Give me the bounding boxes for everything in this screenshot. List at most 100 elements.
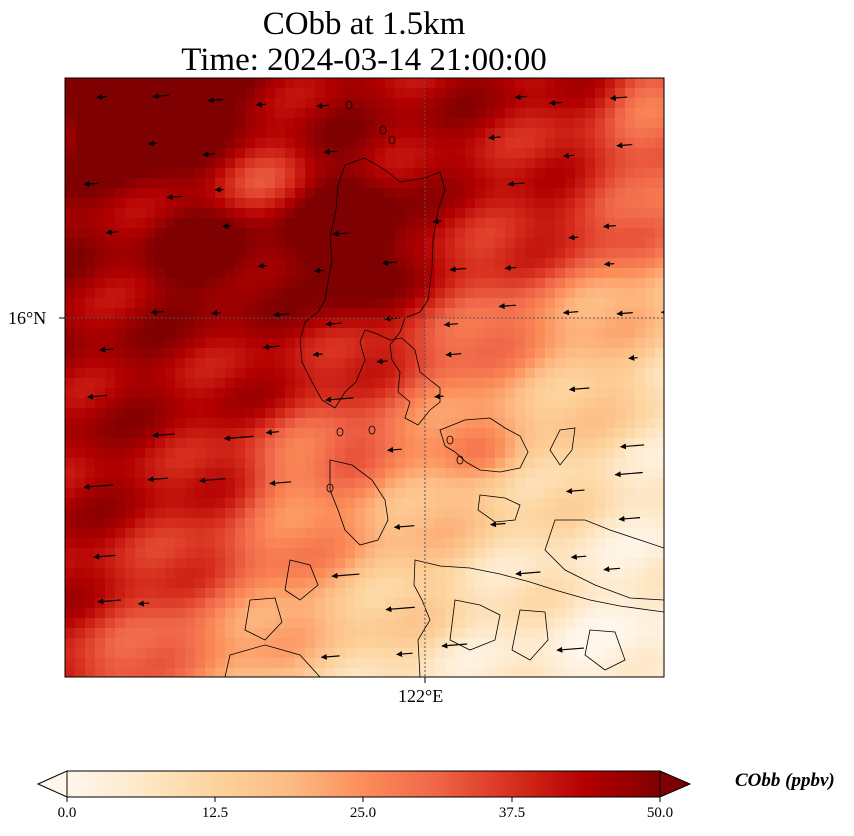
- field-cell: [615, 228, 626, 239]
- field-cell: [405, 198, 416, 209]
- field-cell: [335, 238, 346, 249]
- field-cell: [205, 128, 216, 139]
- field-cell: [245, 118, 256, 129]
- field-cell: [165, 498, 176, 509]
- field-cell: [405, 118, 416, 129]
- island-outline: [446, 435, 454, 445]
- field-cell: [465, 288, 476, 299]
- wind-arrow: [152, 93, 169, 100]
- field-cell: [205, 488, 216, 499]
- field-cell: [75, 158, 86, 169]
- field-cell: [225, 468, 236, 479]
- field-cell: [405, 78, 416, 89]
- field-cell: [515, 398, 526, 409]
- field-cell: [125, 458, 136, 469]
- field-cell: [195, 408, 206, 419]
- field-cell: [215, 588, 226, 599]
- field-cell: [485, 478, 496, 489]
- colorbar-tick-label: 0.0: [57, 805, 77, 821]
- field-cell: [435, 638, 446, 649]
- field-cell: [215, 358, 226, 369]
- field-cell: [285, 338, 296, 349]
- field-cell: [275, 398, 286, 409]
- field-cell: [635, 658, 646, 669]
- field-cell: [405, 528, 416, 539]
- field-cell: [375, 278, 386, 289]
- field-cell: [265, 618, 276, 629]
- field-cell: [145, 248, 156, 259]
- field-cell: [315, 368, 326, 379]
- field-cell: [165, 108, 176, 119]
- field-cell: [455, 418, 466, 429]
- field-cell: [245, 308, 256, 319]
- field-cell: [125, 238, 136, 249]
- field-cell: [85, 128, 96, 139]
- field-cell: [405, 268, 416, 279]
- field-cell: [235, 158, 246, 169]
- field-cell: [95, 228, 106, 239]
- field-cell: [485, 648, 496, 659]
- field-cell: [165, 568, 176, 579]
- field-cell: [115, 338, 126, 349]
- field-cell: [225, 258, 236, 269]
- field-cell: [85, 448, 96, 459]
- field-cell: [495, 378, 506, 389]
- field-cell: [605, 408, 616, 419]
- field-cell: [595, 338, 606, 349]
- field-cell: [125, 468, 136, 479]
- field-cell: [175, 338, 186, 349]
- field-cell: [245, 198, 256, 209]
- field-cell: [605, 368, 616, 379]
- field-cell: [235, 668, 246, 677]
- field-cell: [175, 578, 186, 589]
- field-cell: [255, 668, 266, 677]
- field-cell: [475, 98, 486, 109]
- field-cell: [255, 258, 266, 269]
- field-cell: [145, 88, 156, 99]
- field-cell: [315, 508, 326, 519]
- field-cell: [495, 208, 506, 219]
- field-cell: [125, 628, 136, 639]
- field-cell: [345, 518, 356, 529]
- field-cell: [535, 548, 546, 559]
- field-cell: [635, 538, 646, 549]
- field-cell: [245, 158, 256, 169]
- field-cell: [285, 88, 296, 99]
- field-cell: [305, 348, 316, 359]
- field-cell: [305, 128, 316, 139]
- field-cell: [335, 508, 346, 519]
- field-cell: [515, 258, 526, 269]
- field-cell: [105, 398, 116, 409]
- field-cell: [135, 348, 146, 359]
- field-cell: [395, 118, 406, 129]
- field-cell: [365, 538, 376, 549]
- field-cell: [285, 138, 296, 149]
- field-cell: [445, 628, 456, 639]
- field-cell: [655, 328, 664, 339]
- field-cell: [265, 148, 276, 159]
- field-cell: [405, 128, 416, 139]
- field-cell: [655, 248, 664, 259]
- field-cell: [465, 138, 476, 149]
- field-cell: [355, 658, 366, 669]
- field-cell: [465, 328, 476, 339]
- field-cell: [265, 128, 276, 139]
- field-cell: [195, 468, 206, 479]
- field-cell: [415, 98, 426, 109]
- field-cell: [155, 638, 166, 649]
- field-cell: [285, 148, 296, 159]
- field-cell: [645, 658, 656, 669]
- field-cell: [575, 248, 586, 259]
- field-cell: [405, 338, 416, 349]
- field-cell: [115, 548, 126, 559]
- field-cell: [405, 658, 416, 669]
- field-cell: [115, 108, 126, 119]
- field-cell: [175, 468, 186, 479]
- field-cell: [205, 628, 216, 639]
- field-cell: [445, 368, 456, 379]
- field-cell: [345, 308, 356, 319]
- field-cell: [305, 258, 316, 269]
- field-cell: [125, 588, 136, 599]
- field-cell: [275, 158, 286, 169]
- wind-arrow: [269, 480, 292, 487]
